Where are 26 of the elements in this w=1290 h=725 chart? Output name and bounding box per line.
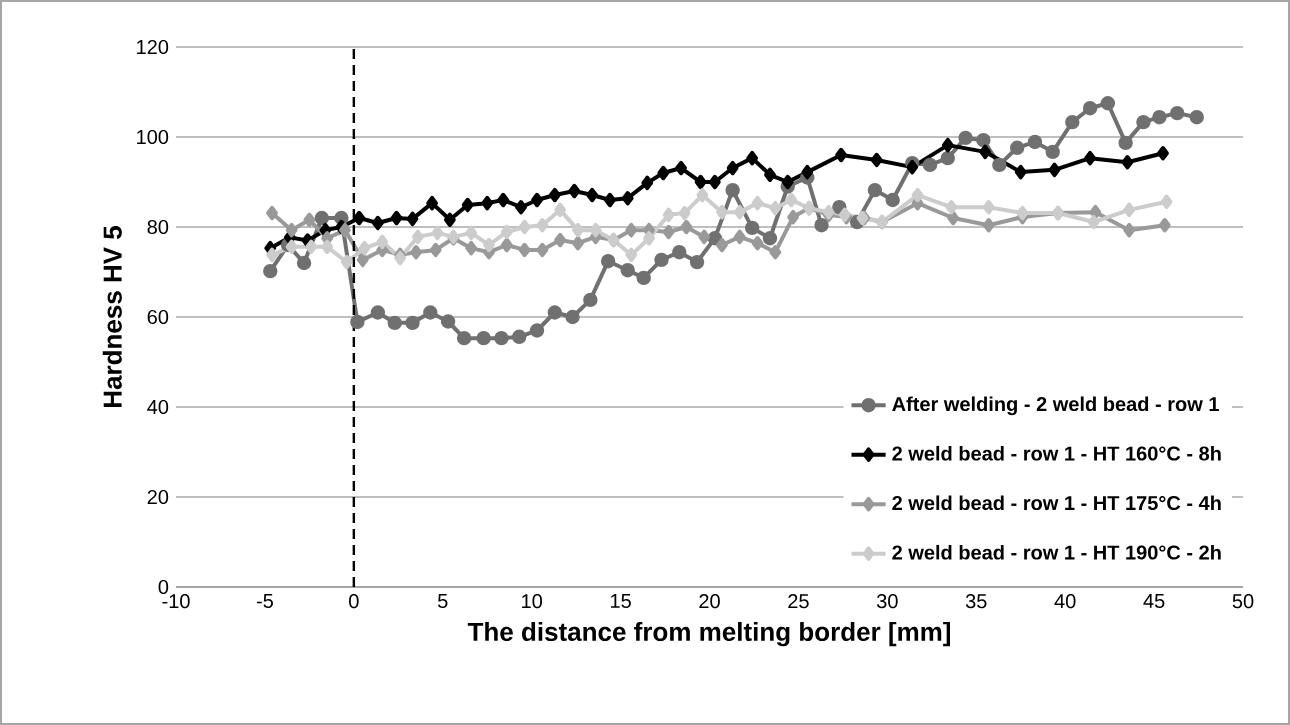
x-tick-label: 0 (349, 594, 359, 609)
x-tick-label: -5 (256, 594, 273, 609)
y-tick-label: 100 (137, 129, 169, 145)
y-tick-label: 40 (147, 399, 169, 415)
x-tick-label: 30 (876, 594, 898, 609)
x-tick-label: 45 (1143, 594, 1165, 609)
x-axis-title: The distance from melting border [mm] (467, 621, 951, 647)
x-tick-label: 35 (965, 594, 987, 609)
y-tick-label: 60 (147, 309, 169, 325)
legend-label: 2 weld bead - row 1 - HT 175°C - 4h (892, 495, 1221, 511)
y-tick-label: 0 (158, 579, 169, 595)
y-tick-label: 120 (137, 39, 169, 55)
x-tick-label: 40 (1054, 594, 1076, 609)
x-tick-label: 20 (699, 594, 720, 609)
x-tick-label: 25 (788, 594, 809, 609)
y-tick-label: 20 (147, 489, 169, 505)
legend-label: 2 weld bead - row 1 - HT 160°C - 8h (892, 445, 1221, 461)
x-tick-label: 50 (1232, 594, 1254, 609)
legend-label: After welding - 2 weld bead - row 1 (892, 396, 1219, 416)
legend-label: 2 weld bead - row 1 - HT 190°C - 2h (892, 544, 1221, 560)
x-tick-label: 10 (522, 594, 543, 609)
x-tick-label: 15 (611, 594, 631, 609)
y-axis-title: Hardness HV 5 (102, 226, 122, 408)
x-tick-label: -10 (162, 594, 190, 609)
x-tick-label: 5 (438, 594, 448, 609)
y-tick-label: 80 (147, 219, 169, 235)
